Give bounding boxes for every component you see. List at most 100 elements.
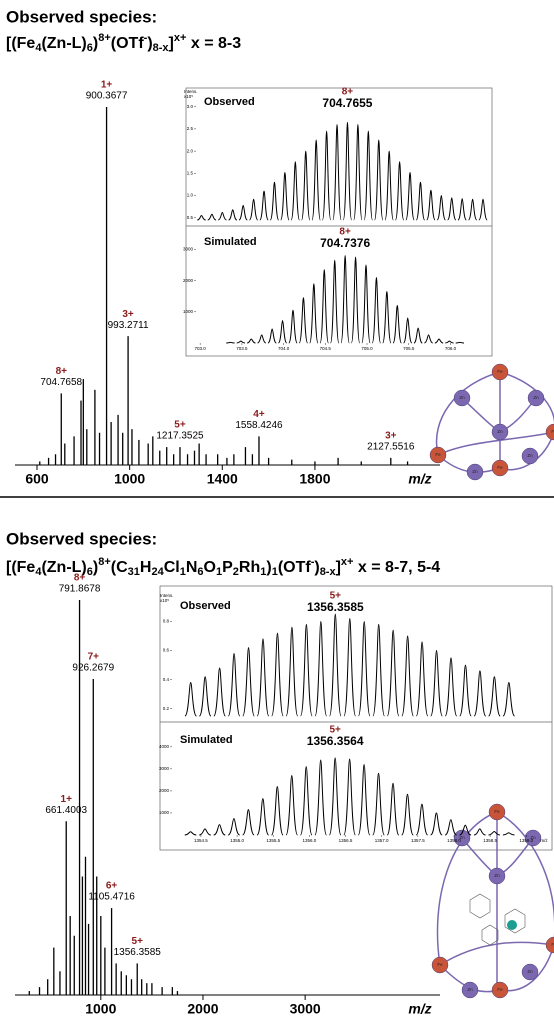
peak — [502, 832, 515, 836]
mz-label: 1356.3564 — [307, 734, 364, 748]
peak — [415, 641, 429, 717]
x-axis-label: m/z — [408, 471, 431, 487]
peak — [473, 828, 486, 836]
node-label: Fe — [551, 429, 554, 434]
y-tick-label: 0.4 — [163, 677, 170, 682]
peak — [361, 264, 371, 344]
y-tick-label: 2000 — [183, 278, 194, 283]
peak — [415, 181, 426, 221]
peak — [384, 150, 394, 221]
formula-part: (C — [111, 559, 128, 576]
peak — [340, 255, 350, 344]
cage-node — [545, 936, 554, 954]
formula-part: x+ — [174, 32, 187, 44]
formula-part: (OTf — [278, 559, 312, 576]
peak — [444, 819, 457, 836]
peak — [242, 809, 255, 836]
node-label: Zn — [533, 395, 539, 400]
y-tick-label: 2.5 — [187, 126, 194, 131]
x-tick-label: 1359.0 — [519, 838, 533, 843]
x-axis-label: m/z — [408, 1001, 431, 1017]
charge-label: 5+ — [174, 420, 186, 431]
node-label: Fe — [494, 809, 500, 814]
cage-node — [491, 981, 509, 999]
peak — [309, 283, 319, 344]
peak — [372, 772, 385, 836]
peak — [329, 613, 342, 717]
cage-node — [521, 963, 539, 981]
x-tick-label: 1800 — [299, 471, 330, 487]
mz-label: 1558.4246 — [235, 420, 283, 431]
peak — [257, 334, 267, 344]
charge-label: 1+ — [61, 794, 73, 805]
peak — [343, 618, 357, 717]
node-label: Zn — [530, 835, 536, 840]
peak — [401, 635, 414, 717]
formula-part: N — [186, 559, 198, 576]
y-axis-unit: x10⁵ — [160, 598, 169, 603]
formula-part: ) — [266, 559, 271, 576]
peak — [271, 785, 284, 836]
peak — [311, 139, 321, 221]
formula-part: [(Fe — [6, 559, 35, 576]
x-tick-label: 1357.5 — [411, 838, 425, 843]
formula-part: 24 — [151, 566, 164, 578]
peak — [457, 198, 467, 221]
formula-part: P — [222, 559, 233, 576]
peak — [285, 626, 299, 717]
y-tick-label: 2000 — [159, 788, 170, 793]
cage-node — [491, 363, 509, 381]
y-tick-label: 1000 — [183, 309, 194, 314]
peak — [372, 623, 385, 717]
cage-node — [491, 423, 509, 441]
formula-part: 1 — [260, 566, 266, 578]
y-tick-label: 0.6 — [163, 648, 170, 653]
charge-label: 8+ — [342, 87, 354, 98]
x-tick-label: 1356.5 — [339, 838, 353, 843]
peak — [403, 317, 413, 344]
peak — [227, 652, 241, 717]
panel-title: Observed species: — [6, 529, 157, 548]
peak — [228, 209, 238, 221]
node-label: Zn — [527, 969, 533, 974]
mz-label: 1217.3525 — [156, 431, 204, 442]
inset-label: Observed — [204, 96, 255, 108]
peak — [357, 763, 371, 836]
x-tick-label: 703.5 — [236, 346, 248, 351]
x-tick-label: 705.0 — [361, 346, 373, 351]
peak — [444, 657, 458, 717]
peak — [238, 204, 248, 221]
mz-label: 1356.3585 — [114, 947, 162, 958]
x-tick-label: 600 — [25, 471, 49, 487]
formula-part: Cl — [164, 559, 180, 576]
peak — [256, 638, 270, 717]
charge-label: 8+ — [56, 366, 68, 377]
y-tick-label: 3000 — [183, 247, 194, 252]
peak — [236, 340, 246, 344]
y-axis-label: Intens. — [184, 89, 198, 94]
x-tick-label: 1358.0 — [447, 838, 461, 843]
charge-label: 8+ — [339, 227, 351, 238]
peak — [430, 812, 443, 836]
formula-part: ) — [93, 35, 98, 52]
peak — [184, 831, 197, 836]
mz-label: 1356.3585 — [307, 600, 364, 614]
cage-node — [545, 423, 554, 441]
peak — [445, 340, 454, 344]
cage-node — [521, 447, 539, 465]
peak — [434, 338, 444, 344]
formula-part: ) — [147, 35, 152, 52]
peak — [386, 629, 400, 717]
formula-part: 8-x — [153, 42, 170, 54]
peak — [198, 676, 212, 717]
formula-part: 6 — [87, 566, 93, 578]
formula-part: 1 — [216, 566, 222, 578]
peak — [301, 150, 311, 221]
mz-label: 704.7376 — [320, 236, 370, 250]
node-label: Zn — [467, 987, 473, 992]
peak — [382, 290, 392, 344]
formula-part: x = 8-7, 5-4 — [353, 559, 440, 576]
peak — [392, 305, 402, 344]
formula-part: [(Fe — [6, 35, 35, 52]
x-tick-label: 1356.0 — [303, 838, 317, 843]
